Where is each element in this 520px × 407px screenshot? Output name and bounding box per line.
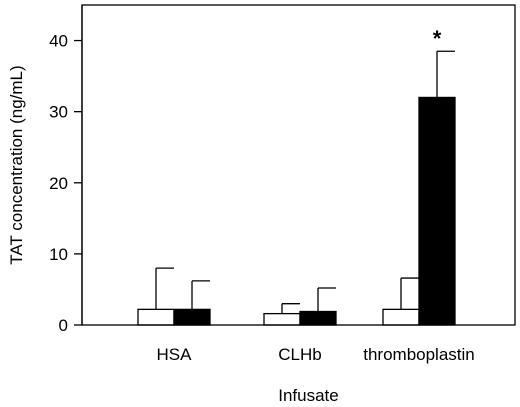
x-axis-title: Infusate <box>278 386 339 405</box>
y-tick-label: 30 <box>49 103 68 122</box>
bar-clhb-series-1 <box>263 312 301 326</box>
y-tick-label: 10 <box>49 245 68 264</box>
error-bar <box>191 280 210 310</box>
y-tick-label: 40 <box>49 32 68 51</box>
error-bar <box>317 287 336 312</box>
y-tick-label: 20 <box>49 174 68 193</box>
error-bar <box>436 50 455 98</box>
error-bar <box>281 303 300 314</box>
significance-marker: * <box>433 26 442 51</box>
bar-clhb-series-2 <box>299 310 337 326</box>
bar-thromboplastin-series-2 <box>418 96 456 326</box>
plot-frame <box>81 4 516 326</box>
y-axis-title: TAT concentration (ng/mL) <box>7 65 26 264</box>
bar-hsa-series-2 <box>173 308 211 326</box>
x-tick-label: thromboplastin <box>363 345 475 364</box>
bar-thromboplastin-series-1 <box>382 308 420 326</box>
error-bar <box>155 267 174 310</box>
annotations: * <box>433 26 442 51</box>
x-tick-labels: HSA CLHb thromboplastin <box>157 345 475 364</box>
x-tick-label: HSA <box>157 345 193 364</box>
y-ticks: 0 10 20 30 40 <box>49 32 82 335</box>
y-tick-label: 0 <box>59 316 68 335</box>
x-tick-label: CLHb <box>278 345 321 364</box>
bar-hsa-series-1 <box>137 308 175 326</box>
error-bars <box>155 50 455 314</box>
bars <box>137 96 456 326</box>
error-bar <box>400 277 419 310</box>
